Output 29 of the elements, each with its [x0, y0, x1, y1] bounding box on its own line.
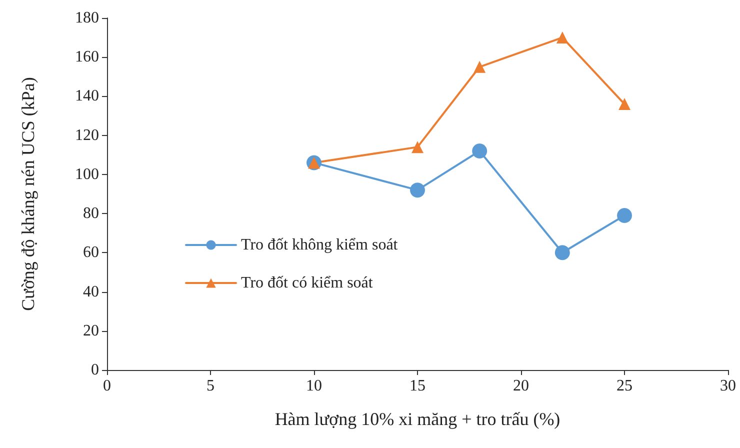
x-tick-label: 0 [103, 378, 111, 394]
y-tick-label: 80 [83, 205, 99, 222]
x-tick-label: 25 [616, 378, 632, 394]
y-tick-label: 100 [75, 166, 99, 183]
point [618, 98, 630, 110]
y-tick-label: 40 [83, 283, 99, 300]
x-tick-label: 10 [306, 378, 322, 394]
point [554, 245, 570, 260]
y-tick-label: 0 [91, 362, 99, 378]
x-tick-label: 30 [720, 378, 736, 394]
point [410, 182, 425, 198]
y-axis-title: Cường độ kháng nén UCS (kPa) [18, 77, 38, 311]
legend-label: Tro đốt có kiểm soát [241, 274, 374, 292]
point [474, 60, 486, 73]
x-tick-label: 5 [206, 378, 214, 394]
y-tick-label: 20 [83, 322, 99, 340]
x-tick-label: 15 [410, 378, 426, 394]
x-tick-label: 20 [513, 378, 529, 394]
point [412, 141, 424, 154]
y-tick-label: 160 [75, 48, 99, 66]
point [556, 32, 568, 44]
y-tick-label: 60 [83, 244, 99, 262]
y-tick-label: 120 [75, 126, 99, 144]
legend-label: Tro đốt không kiểm soát [241, 236, 398, 254]
point [472, 143, 488, 158]
y-tick-label: 180 [75, 10, 99, 26]
y-tick-label: 140 [75, 88, 99, 105]
point [617, 208, 632, 224]
x-axis-title: Hàm lượng 10% xi măng + tro trấu (%) [274, 409, 560, 429]
